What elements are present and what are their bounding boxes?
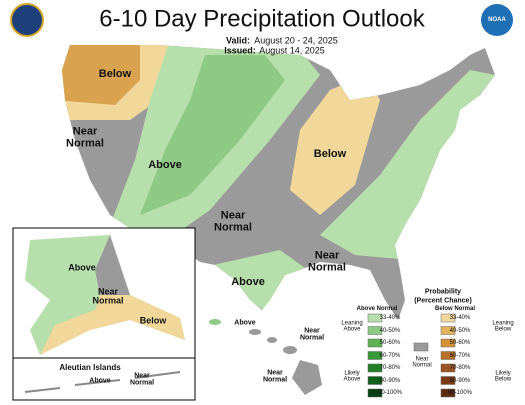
legend-label: 70-80% [379, 364, 401, 371]
valid-label: Valid: [225, 35, 251, 46]
map-label: Above [148, 159, 182, 172]
map-label: Below [313, 148, 347, 161]
map-label: Near Normal [299, 327, 325, 342]
legend-group: Likely Above [343, 370, 361, 383]
legend-group: Near Normal [412, 356, 432, 369]
legend-swatch [440, 363, 456, 373]
title: 6-10 Day Precipitation Outlook [99, 5, 425, 33]
inset-title: Aleutian Islands [59, 362, 121, 372]
legend-header: Below Normal [434, 305, 476, 312]
legend-swatch [440, 376, 456, 385]
legend-swatch [367, 363, 383, 373]
legend-label: 50-60% [379, 339, 401, 346]
issued: August 14, 2025 [259, 45, 325, 56]
legend-label: 80-90% [449, 377, 471, 384]
legend-label: 80-90% [379, 377, 401, 384]
map-label: Near Normal [308, 249, 346, 273]
legend-label: 50-60% [449, 339, 471, 346]
map-label: Above [231, 276, 265, 289]
legend-label: 60-70% [449, 352, 471, 359]
map-label: Above [89, 377, 111, 385]
valid: August 20 - 24, 2025 [254, 35, 338, 46]
legend-group: Likely Below [494, 370, 512, 383]
logo-text: NOAA [488, 16, 506, 23]
legend-swatch [367, 338, 383, 348]
map-label: Near Normal [66, 125, 104, 149]
legend-group: Leaning Above [341, 320, 363, 333]
legend-swatch [367, 326, 383, 335]
issued-label: Issued: [224, 45, 256, 56]
map-label: Near Normal [129, 372, 155, 387]
legend-label: 70-80% [449, 364, 471, 371]
legend-swatch [367, 388, 383, 398]
legend-header: Above Normal [356, 305, 398, 312]
legend-title: Probability [424, 288, 462, 296]
legend-swatch [440, 351, 456, 360]
legend-swatch [440, 338, 456, 348]
legend-swatch [413, 342, 429, 352]
legend-group: Leaning Below [492, 320, 514, 333]
map-label: Below [139, 315, 167, 326]
legend-label: 40-50% [449, 327, 471, 334]
legend-label: 40-50% [379, 327, 401, 334]
legend-swatch [367, 313, 383, 323]
legend-swatch [440, 326, 456, 335]
legend-label: 33-40% [379, 314, 401, 321]
map-label: Above [68, 262, 96, 273]
legend-swatch [440, 388, 456, 398]
map-label: Near Normal [262, 369, 288, 384]
legend-label: 60-70% [379, 352, 401, 359]
map-label: Below [98, 68, 132, 81]
legend-swatch [440, 313, 456, 323]
legend-label: 33-40% [449, 314, 471, 321]
map-label: Near Normal [214, 209, 252, 233]
legend-subtitle: (Percent Chance) [414, 297, 472, 305]
legend-label: 90-100% [377, 389, 403, 396]
legend-swatch [367, 376, 383, 385]
map-label: Above [234, 319, 256, 327]
map-label: Near Normal [92, 286, 124, 306]
legend-swatch [367, 351, 383, 360]
legend-label: 90-100% [447, 389, 473, 396]
legend [367, 313, 456, 398]
